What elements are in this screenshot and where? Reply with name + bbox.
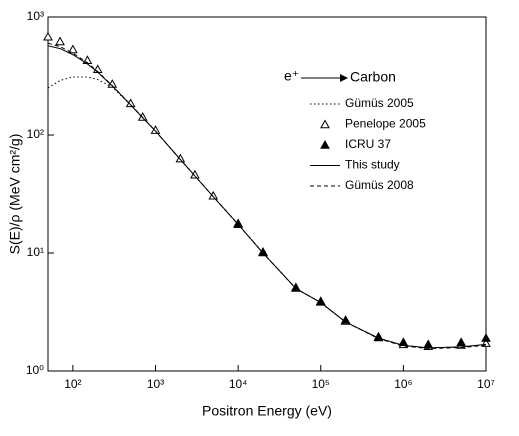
plot-frame bbox=[47, 16, 487, 372]
marker bbox=[456, 337, 466, 347]
x-tick-label: 10⁶ bbox=[394, 377, 412, 391]
marker bbox=[258, 246, 268, 256]
x-axis-title: Positron Energy (eV) bbox=[202, 403, 332, 419]
series-line bbox=[47, 42, 487, 350]
y-tick-label: 10¹ bbox=[27, 245, 44, 259]
legend-label: This study bbox=[345, 158, 400, 172]
x-tick-label: 10⁴ bbox=[229, 377, 248, 391]
marker bbox=[423, 339, 434, 349]
legend-label: Gümüs 2005 bbox=[345, 96, 414, 110]
marker bbox=[315, 296, 326, 305]
marker bbox=[137, 112, 148, 121]
marker bbox=[208, 190, 219, 200]
annotation: e⁺ bbox=[284, 68, 299, 84]
marker bbox=[291, 282, 301, 292]
marker bbox=[55, 36, 65, 46]
annotation: Carbon bbox=[350, 69, 396, 85]
legend-label: Penelope 2005 bbox=[345, 117, 426, 131]
y-tick-label: 10³ bbox=[27, 9, 44, 23]
legend-label: Gümüs 2008 bbox=[345, 178, 414, 192]
marker bbox=[150, 125, 161, 134]
legend-label: ICRU 37 bbox=[345, 137, 391, 151]
y-tick-label: 10⁰ bbox=[26, 363, 44, 377]
marker bbox=[175, 153, 186, 163]
marker bbox=[481, 333, 491, 342]
marker bbox=[43, 31, 53, 41]
marker bbox=[340, 315, 351, 324]
y-tick-label: 10² bbox=[27, 127, 44, 141]
marker bbox=[68, 44, 78, 54]
series-line bbox=[47, 45, 487, 349]
arrow-head bbox=[340, 74, 348, 82]
x-tick-label: 10³ bbox=[147, 377, 164, 391]
marker bbox=[190, 169, 200, 179]
x-tick-label: 10² bbox=[64, 377, 81, 391]
y-axis-title: S(E)/ρ (MeV cm²/g) bbox=[7, 134, 23, 255]
x-tick-label: 10⁷ bbox=[477, 377, 495, 391]
legend-sample bbox=[320, 119, 330, 129]
legend-sample bbox=[320, 139, 330, 149]
x-tick-label: 10⁵ bbox=[312, 377, 330, 391]
